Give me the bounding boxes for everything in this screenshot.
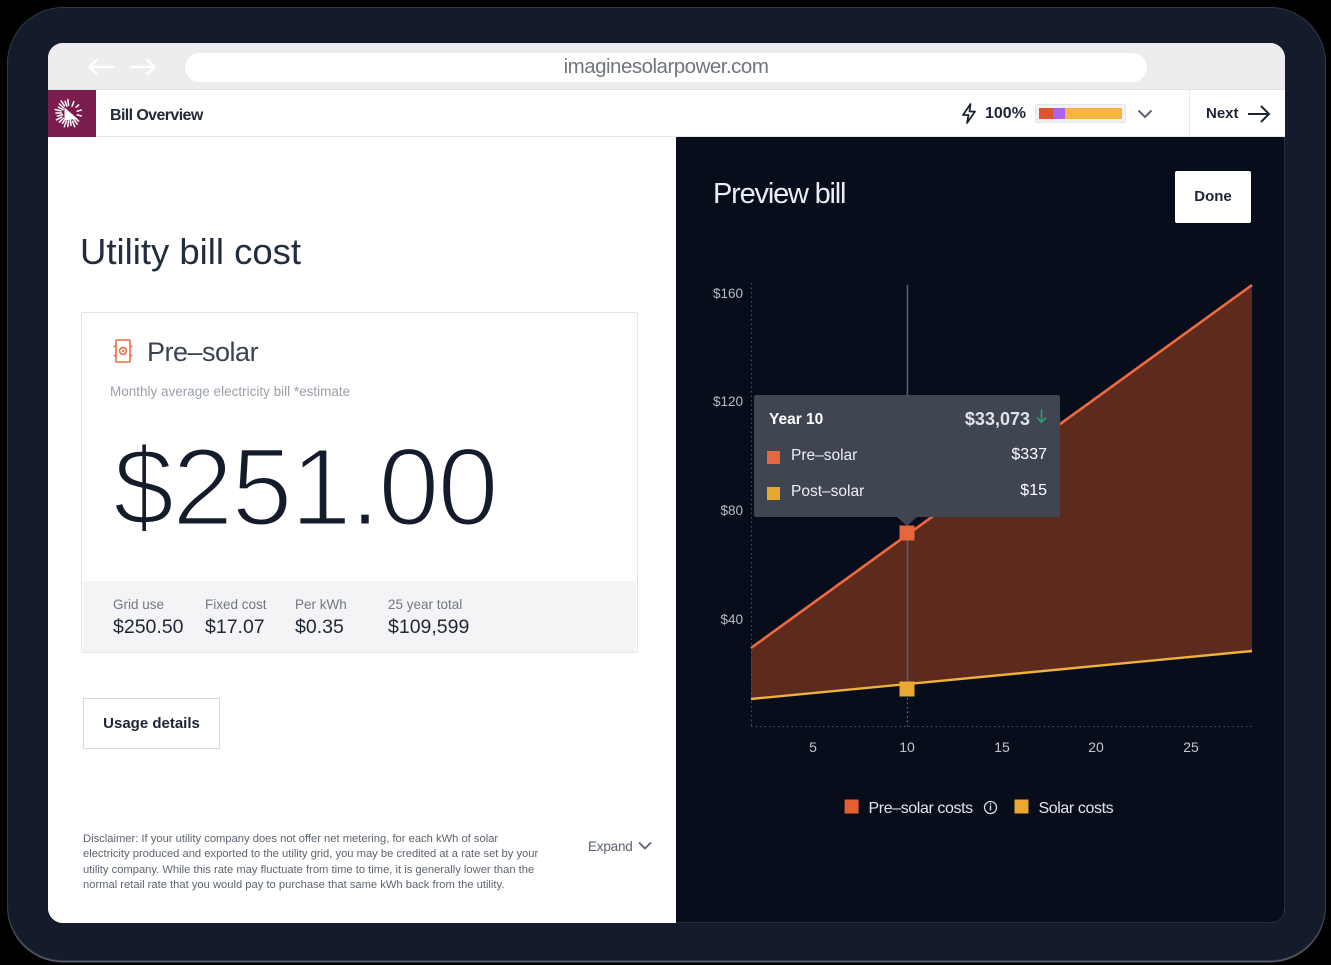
svg-text:Pre–solar costs: Pre–solar costs: [869, 800, 974, 817]
svg-text:$160: $160: [713, 286, 743, 301]
svg-text:$120: $120: [713, 394, 743, 409]
svg-text:5: 5: [809, 739, 817, 755]
svg-text:$40: $40: [720, 612, 743, 627]
svg-text:Solar costs: Solar costs: [1039, 800, 1114, 817]
svg-text:15: 15: [994, 739, 1010, 755]
svg-text:25: 25: [1183, 739, 1199, 755]
svg-text:$80: $80: [720, 503, 743, 518]
svg-text:10: 10: [899, 739, 915, 755]
svg-text:20: 20: [1088, 739, 1104, 755]
